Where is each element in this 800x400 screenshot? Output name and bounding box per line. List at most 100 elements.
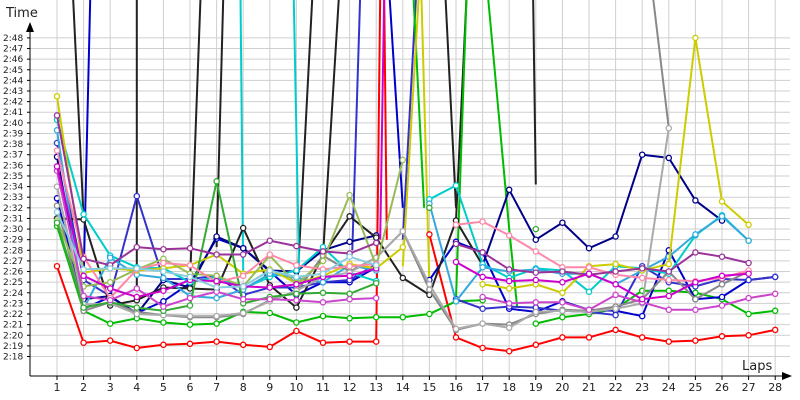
data-point [505,266,513,273]
data-point [612,233,619,240]
series-lines [53,0,779,355]
data-point [532,248,540,255]
spike-line [189,0,202,283]
data-point [319,339,327,346]
spike-line [412,0,426,208]
data-point [133,310,141,318]
data-point [293,319,300,326]
data-point [452,334,460,341]
data-point [745,221,752,229]
data-point [106,285,114,292]
data-point [80,210,87,218]
data-point [452,298,460,305]
x-tick-label: 19 [529,381,543,394]
series-line [481,153,723,266]
data-point [692,34,699,42]
data-point [346,238,353,246]
data-point [665,287,673,294]
data-point [133,285,141,292]
data-point [213,320,220,327]
y-tick-label: 2:40 [3,119,23,129]
data-point [266,309,274,317]
data-point [319,257,327,265]
data-point [372,279,380,287]
data-point [372,239,380,247]
y-tick-label: 2:32 [3,204,23,214]
y-tick-label: 2:36 [3,161,23,171]
data-point [479,264,486,271]
y-tick-label: 2:22 [3,310,23,320]
data-point [293,296,300,304]
x-tick-label: 23 [635,381,649,394]
data-point [692,295,699,303]
y-tick-label: 2:28 [3,246,23,256]
data-point [186,261,194,269]
data-point [452,221,460,229]
data-point [479,281,486,288]
data-point [372,338,380,345]
spike-line [652,0,670,129]
data-point [80,304,87,311]
data-point [585,264,593,271]
data-point [638,265,646,272]
data-point [559,334,566,341]
x-tick-label: 15 [422,381,436,394]
x-tick-label: 8 [240,381,247,394]
data-point [213,251,220,258]
data-point [293,327,300,335]
spike-line [375,0,388,342]
x-tick-label: 9 [266,381,273,394]
data-point [479,218,486,225]
data-point [133,265,141,272]
data-point [160,287,167,294]
data-point [53,208,61,216]
data-point [213,277,220,285]
data-point [638,151,646,158]
data-point [532,236,540,243]
data-point [638,274,646,282]
spike-line [82,0,92,281]
y-tick-label: 2:19 [3,342,23,352]
spike-line [401,0,431,285]
data-point [771,290,779,298]
data-point [612,326,619,334]
spike-line [215,0,225,248]
data-point [106,254,114,261]
data-point [239,309,247,317]
x-tick-label: 4 [133,381,140,394]
data-point [160,298,167,305]
data-point [372,294,380,302]
y-tick-label: 2:47 [3,45,23,55]
data-point [346,290,353,298]
y-tick-label: 2:37 [3,151,23,161]
series-line [455,261,749,301]
data-point [53,202,61,209]
x-tick-label: 22 [609,381,623,394]
y-tick-label: 2:25 [3,278,23,288]
y-tick-label: 2:24 [3,289,23,299]
data-point [53,147,61,154]
data-point [133,293,141,301]
x-tick-label: 16 [449,381,463,394]
data-point [505,277,513,285]
x-tick-label: 20 [555,381,569,394]
data-point [293,267,300,274]
data-point [133,192,141,200]
y-tick-label: 2:21 [3,321,23,331]
data-point [479,249,486,256]
data-point [346,315,353,322]
data-point [585,270,593,277]
data-point [160,303,167,310]
data-point [745,332,752,339]
y-tick-label: 2:34 [3,183,23,193]
spike-line [455,0,468,299]
series [53,167,779,314]
data-point [585,244,593,252]
data-point [186,294,194,302]
data-point [585,334,593,341]
y-tick-label: 2:27 [3,257,23,267]
x-tick-label: 1 [54,381,61,394]
y-tick-label: 2:23 [3,299,23,309]
data-point [293,281,300,288]
